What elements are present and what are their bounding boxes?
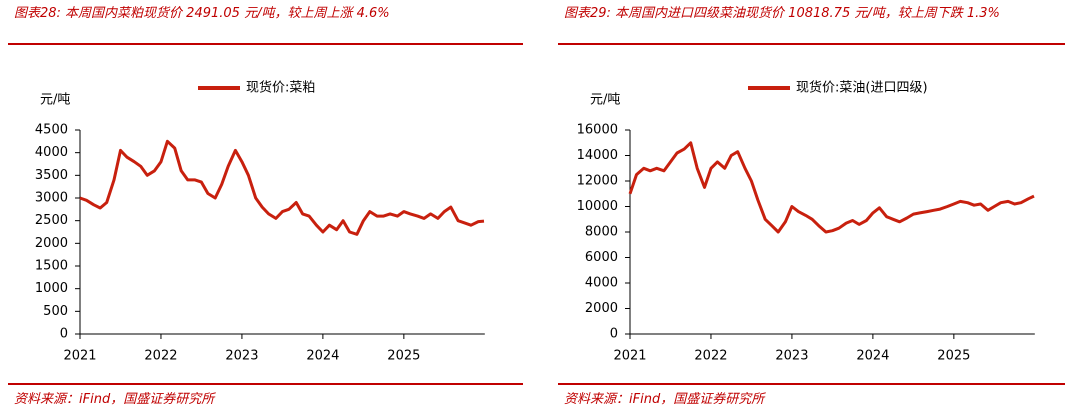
y-tick-label: 1500 xyxy=(35,259,68,274)
legend-label: 现货价:菜粕 xyxy=(246,80,315,96)
y-tick-label: 14000 xyxy=(577,148,618,163)
x-tick-label: 2025 xyxy=(387,349,420,364)
y-tick-label: 8000 xyxy=(585,225,618,240)
x-tick-label: 2021 xyxy=(63,349,96,364)
y-tick-label: 4000 xyxy=(585,276,618,291)
caption-rule xyxy=(558,43,1065,45)
x-tick-label: 2025 xyxy=(937,349,970,364)
chart-panel: 图表28: 本周国内菜粕现货价 2491.05 元/吨，较上周上涨 4.6% 资料… xyxy=(0,0,530,411)
legend-label: 现货价:菜油(进口四级) xyxy=(796,80,928,96)
x-tick-label: 2022 xyxy=(694,349,727,364)
source-rule xyxy=(558,383,1065,385)
chart-panel: 图表29: 本周国内进口四级菜油现货价 10818.75 元/吨，较上周下跌 1… xyxy=(550,0,1065,411)
y-axis-label: 元/吨 xyxy=(40,93,70,108)
y-tick-label: 500 xyxy=(43,304,68,319)
y-tick-label: 6000 xyxy=(585,250,618,265)
y-tick-label: 4000 xyxy=(35,145,68,160)
source-note: 资料来源：iFind，国盛证券研究所 xyxy=(14,392,215,407)
y-tick-label: 12000 xyxy=(577,174,618,189)
y-tick-label: 3000 xyxy=(35,191,68,206)
y-tick-label: 10000 xyxy=(577,199,618,214)
x-tick-label: 2021 xyxy=(613,349,646,364)
y-tick-label: 2000 xyxy=(585,301,618,316)
figure-caption: 图表29: 本周国内进口四级菜油现货价 10818.75 元/吨，较上周下跌 1… xyxy=(564,6,1000,21)
y-tick-label: 1000 xyxy=(35,281,68,296)
chart: 元/吨 0 2000 4000 6000 8000 10000 12000 14000 16000… xyxy=(577,80,1035,364)
x-tick-label: 2023 xyxy=(775,349,808,364)
y-tick-label: 2500 xyxy=(35,213,68,228)
y-tick-label: 16000 xyxy=(577,123,618,138)
y-tick-label: 0 xyxy=(60,327,68,342)
chart: 元/吨 0 500 1000 1500 2000 2500 3000 3500 4000 4500 2… xyxy=(35,80,485,364)
source-note: 资料来源：iFind，国盛证券研究所 xyxy=(564,392,765,407)
series-line xyxy=(628,141,1035,234)
figure-caption: 图表28: 本周国内菜粕现货价 2491.05 元/吨，较上周上涨 4.6% xyxy=(14,6,390,21)
series-line xyxy=(79,139,485,236)
y-tick-label: 0 xyxy=(610,327,618,342)
y-tick-label: 3500 xyxy=(35,168,68,183)
caption-rule xyxy=(8,43,523,45)
y-axis-label: 元/吨 xyxy=(590,93,620,108)
x-tick-label: 2023 xyxy=(225,349,258,364)
y-tick-label: 2000 xyxy=(35,236,68,251)
x-tick-label: 2024 xyxy=(306,349,339,364)
y-tick-label: 4500 xyxy=(35,123,68,138)
source-rule xyxy=(8,383,523,385)
x-tick-label: 2022 xyxy=(144,349,177,364)
x-tick-label: 2024 xyxy=(856,349,889,364)
